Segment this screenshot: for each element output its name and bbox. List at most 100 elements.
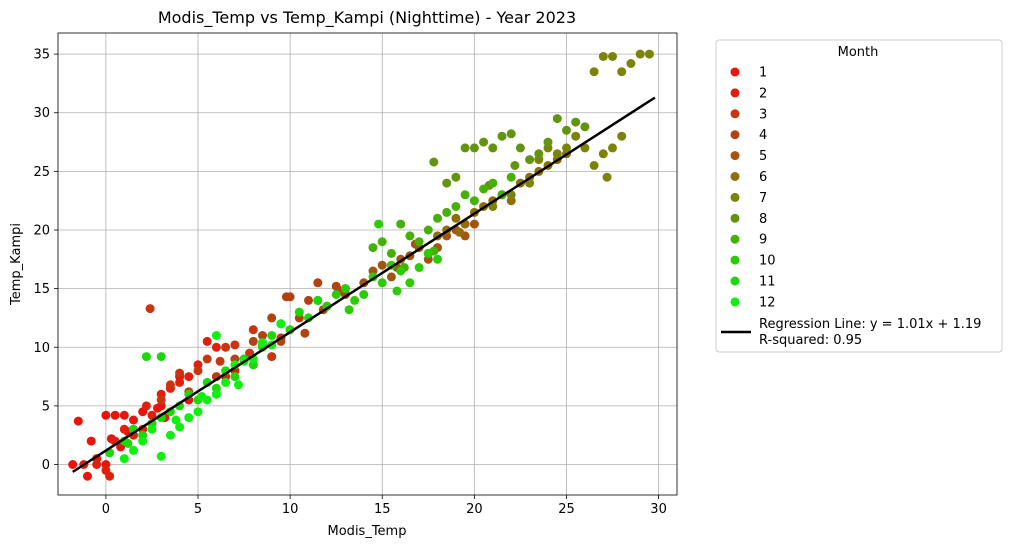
legend-label: 7 — [759, 191, 767, 206]
data-point — [488, 178, 498, 188]
data-point — [230, 372, 240, 382]
data-point — [469, 219, 479, 229]
legend-label: 10 — [759, 254, 776, 269]
data-point — [68, 460, 78, 469]
data-point — [123, 438, 133, 448]
y-tick-label: 5 — [42, 399, 50, 414]
legend-marker — [730, 88, 740, 98]
data-point — [423, 248, 433, 258]
data-point — [429, 157, 439, 167]
legend-marker — [730, 297, 740, 307]
data-point — [455, 227, 465, 237]
data-point — [202, 354, 212, 364]
data-point — [571, 117, 581, 127]
data-point — [211, 389, 221, 399]
data-point — [156, 395, 166, 405]
data-point — [267, 331, 277, 340]
data-point — [138, 436, 148, 446]
legend-marker — [730, 130, 740, 140]
data-point — [433, 254, 442, 264]
data-point — [258, 338, 267, 348]
data-point — [405, 278, 415, 288]
data-point — [602, 172, 612, 182]
data-point — [479, 137, 489, 147]
data-point — [580, 122, 590, 132]
x-tick-label: 20 — [466, 502, 483, 517]
data-point — [635, 49, 645, 59]
data-point — [344, 305, 354, 315]
x-axis-label: Modis_Temp — [328, 524, 407, 539]
data-point — [469, 143, 479, 153]
data-point — [488, 143, 498, 153]
data-point — [165, 430, 175, 440]
data-point — [285, 292, 295, 302]
data-point — [147, 410, 157, 420]
data-point — [184, 413, 194, 423]
data-point — [175, 422, 185, 432]
regression-line — [72, 96, 656, 473]
axes: 0 5 10 15 20 25 30 0 5 10 15 20 25 30 35 — [33, 48, 666, 517]
data-point — [313, 278, 323, 288]
x-tick-label: 0 — [102, 502, 110, 517]
data-point — [571, 131, 581, 141]
data-point — [377, 237, 387, 247]
data-point — [202, 336, 212, 346]
legend-label: 4 — [759, 128, 767, 143]
legend-marker — [730, 213, 740, 223]
data-point — [617, 131, 627, 141]
data-point — [101, 410, 111, 420]
legend-marker — [730, 276, 740, 286]
legend-label: 5 — [759, 149, 767, 164]
data-point — [506, 129, 516, 139]
data-point — [234, 380, 243, 390]
data-point — [175, 368, 185, 378]
data-point — [460, 143, 470, 153]
data-point — [267, 313, 277, 323]
data-point — [515, 143, 525, 153]
legend-marker — [730, 255, 740, 265]
data-point — [442, 178, 452, 188]
data-point — [589, 161, 599, 170]
data-point — [497, 131, 507, 141]
legend-label: 2 — [759, 86, 767, 101]
data-point — [276, 319, 286, 329]
data-point — [414, 263, 424, 272]
data-point — [92, 460, 102, 469]
data-point — [350, 295, 360, 305]
data-point — [433, 213, 442, 223]
data-point — [215, 356, 225, 366]
data-point — [451, 202, 461, 211]
legend-marker — [730, 109, 740, 119]
legend-label: 12 — [759, 295, 776, 310]
data-point — [147, 424, 157, 434]
data-point — [119, 424, 129, 434]
legend-label: 8 — [759, 212, 767, 227]
data-point — [479, 184, 489, 194]
legend-marker — [730, 234, 740, 244]
legend-marker — [730, 172, 740, 181]
data-point — [153, 403, 162, 413]
data-point — [86, 436, 96, 446]
legend-marker — [730, 67, 740, 77]
data-point — [304, 295, 313, 305]
x-tick-label: 25 — [558, 502, 575, 517]
y-tick-label: 30 — [33, 106, 50, 121]
data-point — [626, 59, 636, 68]
data-point — [617, 67, 627, 77]
data-point — [543, 137, 553, 147]
data-point — [165, 380, 175, 390]
data-point — [510, 161, 520, 170]
data-point — [267, 352, 277, 362]
data-point — [141, 401, 151, 411]
data-point — [171, 415, 181, 425]
data-point — [442, 207, 452, 217]
data-point — [313, 295, 323, 305]
regression — [72, 96, 656, 473]
data-point — [598, 149, 608, 159]
data-point — [580, 143, 590, 153]
legend-label: 11 — [759, 275, 776, 290]
data-point — [129, 415, 138, 425]
legend-regression-r-squared: R-squared: 0.95 — [759, 333, 862, 348]
